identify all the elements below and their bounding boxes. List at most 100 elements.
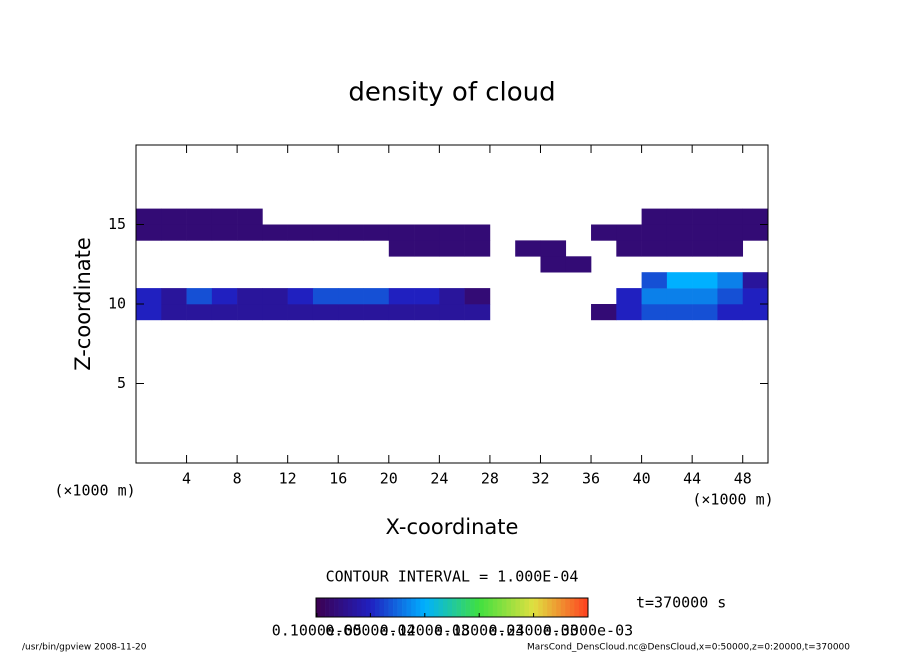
heat-cell <box>287 304 314 321</box>
heat-cell <box>540 256 567 273</box>
heat-cell <box>641 288 668 305</box>
colorbar-swatch <box>578 598 584 617</box>
heat-cell <box>363 304 390 321</box>
x-tick-label: 48 <box>734 470 752 488</box>
colorbar-swatch <box>338 598 344 617</box>
heat-cell <box>464 304 491 321</box>
heat-cell <box>591 304 617 321</box>
heat-cell <box>414 288 440 305</box>
heat-cell <box>692 208 718 225</box>
colorbar-swatch <box>316 598 321 617</box>
heat-cell <box>237 224 263 241</box>
heat-cell <box>540 240 567 257</box>
heat-cell <box>363 288 390 305</box>
colorbar-swatch <box>442 598 448 617</box>
heat-cell <box>666 240 693 257</box>
heat-cell <box>717 224 744 241</box>
heat-cell <box>161 208 187 225</box>
colorbar-swatch <box>565 598 571 617</box>
colorbar-label: 0.1000e-05 <box>272 622 362 640</box>
colorbar-swatch <box>343 598 349 617</box>
heat-cell <box>186 224 213 241</box>
heat-cell <box>161 224 187 241</box>
colorbar-swatch <box>569 598 575 617</box>
heat-cell <box>287 288 314 305</box>
colorbar-swatch <box>433 598 439 617</box>
heat-cell <box>136 304 162 321</box>
x-tick-label: 40 <box>633 470 651 488</box>
heat-cell <box>591 224 617 241</box>
colorbar-swatch <box>497 598 503 617</box>
colorbar-swatch <box>361 598 367 617</box>
colorbar-swatch <box>556 598 562 617</box>
colorbar-swatch <box>583 598 589 617</box>
colorbar-swatch <box>551 598 557 617</box>
colorbar-swatch <box>402 598 407 617</box>
heat-cell <box>237 304 263 321</box>
x-tick-label: 28 <box>481 470 499 488</box>
colorbar-swatch <box>438 598 444 617</box>
colorbar-swatch <box>356 598 362 617</box>
heat-cell <box>464 240 491 257</box>
colorbar-swatch <box>424 598 430 617</box>
heat-cell <box>692 272 718 289</box>
heat-cell <box>388 240 415 257</box>
heat-cell <box>237 208 263 225</box>
heat-cell <box>312 224 339 241</box>
colorbar-label: 0.1200e-03 <box>380 622 470 640</box>
heat-cell <box>641 208 668 225</box>
heat-cell <box>666 272 693 289</box>
heat-cell <box>414 224 440 241</box>
y-tick-label: 15 <box>108 215 126 233</box>
x-tick-label: 20 <box>380 470 398 488</box>
colorbar-swatch <box>574 598 580 617</box>
colorbar-frame <box>315 597 589 618</box>
heat-cell <box>464 224 491 241</box>
heat-cell <box>666 288 693 305</box>
colorbar-swatch <box>461 598 466 617</box>
heat-cell <box>186 288 213 305</box>
heat-cell <box>742 288 769 305</box>
colorbar-swatch <box>352 598 358 617</box>
heat-cell <box>742 208 769 225</box>
heat-cell <box>439 288 465 305</box>
colorbar-swatch <box>474 598 480 617</box>
heat-cell <box>211 288 238 305</box>
colorbar-swatch <box>465 598 471 617</box>
colorbar-swatch <box>320 598 326 617</box>
colorbar-swatch <box>501 598 507 617</box>
heat-cell <box>666 304 693 321</box>
colorbar-swatch <box>411 598 417 617</box>
colorbar-swatch <box>456 598 462 617</box>
heat-cell <box>464 288 491 305</box>
heat-cell <box>338 304 364 321</box>
colorbar-swatch <box>334 598 339 617</box>
heat-cell <box>641 304 668 321</box>
heat-cell <box>136 224 162 241</box>
colorbar-swatch <box>420 598 426 617</box>
heat-cell <box>136 288 162 305</box>
heat-cell <box>717 240 744 257</box>
colorbar-swatch <box>397 598 403 617</box>
heat-cell <box>616 224 642 241</box>
colorbar-swatch <box>325 598 330 617</box>
heat-cell <box>363 224 390 241</box>
heat-cell <box>717 208 744 225</box>
heat-cell <box>616 288 642 305</box>
heat-cell <box>439 304 465 321</box>
heat-cell <box>742 224 769 241</box>
heat-cell <box>641 272 668 289</box>
heat-cell <box>641 224 668 241</box>
heat-cell <box>287 224 314 241</box>
heat-cell <box>161 288 187 305</box>
colorbar-label: 0.1800e-03 <box>434 622 524 640</box>
colorbar-swatch <box>329 598 335 617</box>
heat-cell <box>666 208 693 225</box>
colorbar-swatch <box>542 598 548 617</box>
colorbar-swatch <box>370 598 376 617</box>
heat-cell <box>616 304 642 321</box>
heat-cell <box>312 288 339 305</box>
heat-cell <box>742 272 769 289</box>
heat-cell <box>414 240 440 257</box>
colorbar-swatch <box>533 598 539 617</box>
